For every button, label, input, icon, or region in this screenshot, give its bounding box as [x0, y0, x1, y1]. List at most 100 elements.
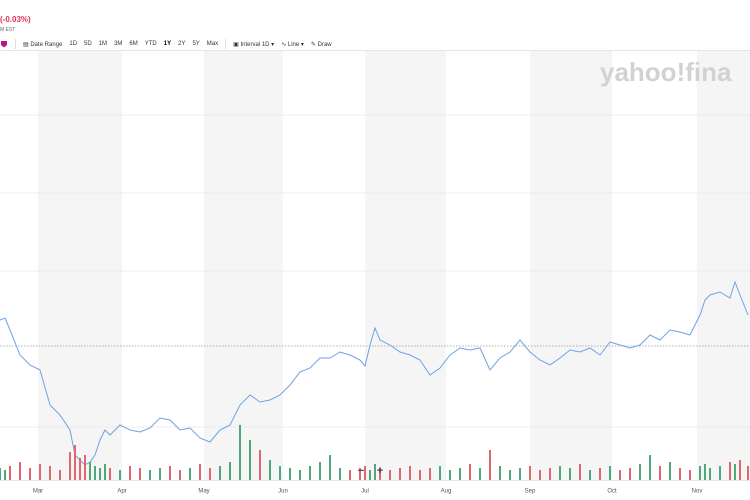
volume-bar — [299, 470, 301, 480]
volume-bar — [249, 440, 251, 480]
volume-bar — [279, 466, 281, 480]
volume-bar — [364, 466, 366, 480]
volume-bar — [719, 466, 721, 480]
volume-bar — [539, 470, 541, 480]
x-tick-label: Mar — [33, 489, 43, 495]
volume-bar — [19, 462, 21, 480]
interval-value: 1D — [261, 41, 270, 48]
month-band — [530, 50, 612, 480]
volume-bar — [519, 468, 521, 480]
volume-bar — [619, 470, 621, 480]
draw-button[interactable]: ✎ Draw — [310, 41, 332, 48]
volume-bar — [489, 450, 491, 480]
volume-bar — [289, 468, 291, 480]
range-button[interactable]: 1Y — [163, 41, 172, 47]
range-button[interactable]: 1D — [69, 41, 78, 47]
x-tick-label: Apr — [117, 489, 126, 495]
market-time: M EST — [0, 27, 16, 33]
volume-bar — [629, 468, 631, 480]
volume-bar — [329, 455, 331, 480]
volume-bar — [94, 466, 96, 480]
separator — [15, 39, 16, 49]
separator — [225, 39, 227, 49]
range-buttons: 1D 5D 1M 3M 6M YTD 1Y 2Y 5Y Max — [69, 41, 218, 47]
volume-bar — [659, 466, 661, 480]
volume-bar — [79, 458, 81, 480]
volume-bar — [84, 455, 86, 480]
interval-button[interactable]: ▣ Interval 1D ▾ — [233, 41, 275, 48]
volume-bar — [199, 464, 201, 480]
volume-bar — [89, 462, 91, 480]
volume-bar — [49, 466, 51, 480]
zoom-button[interactable]: + — [377, 465, 383, 477]
line-button[interactable]: ∿ Line ▾ — [281, 41, 304, 48]
volume-bar — [439, 466, 441, 480]
price-line — [0, 280, 749, 466]
range-button[interactable]: 5D — [84, 41, 92, 47]
volume-bar — [109, 468, 111, 480]
range-button[interactable]: 1M — [98, 41, 108, 47]
range-button[interactable]: 5Y — [192, 41, 200, 47]
x-tick-label: Nov — [692, 489, 703, 495]
draw-label: Draw — [317, 41, 332, 48]
volume-bar — [0, 468, 1, 480]
volume-bar — [74, 445, 76, 480]
volume-bar — [139, 468, 141, 480]
volume-bar — [499, 466, 501, 480]
range-button[interactable]: Max — [206, 41, 219, 47]
volume-bar — [104, 464, 106, 480]
x-tick-label: May — [198, 489, 209, 495]
volume-bar — [39, 464, 41, 480]
volume-bar — [379, 468, 381, 480]
volume-bar — [189, 468, 191, 480]
shield-icon — [1, 41, 7, 48]
volume-bar — [4, 470, 6, 480]
range-button[interactable]: 3M — [114, 41, 123, 47]
volume-bar — [9, 466, 11, 480]
volume-bar — [429, 468, 431, 480]
x-tick-label: Jul — [361, 489, 369, 495]
volume-bar — [309, 466, 311, 480]
volume-bar — [529, 466, 531, 480]
volume-bar — [119, 470, 121, 480]
volume-bar — [129, 466, 131, 480]
volume-bar — [209, 468, 211, 480]
range-button[interactable]: YTD — [144, 41, 157, 47]
x-tick-label: Oct — [607, 489, 617, 495]
volume-bar — [449, 470, 451, 480]
volume-bar — [729, 462, 731, 480]
volume-bar — [739, 460, 741, 480]
volume-bar — [669, 462, 671, 480]
watermark: yahoo!fina — [600, 57, 732, 87]
x-tick-label: Sep — [525, 489, 536, 495]
volume-bar — [259, 450, 261, 480]
volume-bar — [159, 468, 161, 480]
range-button[interactable]: 6M — [129, 41, 138, 47]
volume-bar — [229, 462, 231, 480]
month-band — [697, 50, 750, 480]
interval-label: Interval — [240, 41, 261, 48]
volume-bar — [589, 470, 591, 480]
volume-bar — [29, 468, 31, 480]
volume-bar — [639, 464, 641, 480]
volume-bar — [99, 468, 101, 480]
date-range-button[interactable]: ▤ Date Range — [23, 41, 63, 48]
month-band — [204, 50, 283, 480]
volume-bar — [679, 468, 681, 480]
volume-bar — [747, 466, 749, 480]
volume-bar — [409, 466, 411, 480]
volume-bar — [649, 455, 651, 480]
range-button[interactable]: 2Y — [178, 41, 186, 47]
volume-bar — [219, 466, 221, 480]
volume-bar — [339, 468, 341, 480]
volume-bar — [359, 468, 361, 480]
zoom-button[interactable]: − — [358, 465, 364, 477]
volume-bar — [569, 468, 571, 480]
date-range-label: Date Range — [30, 41, 63, 48]
volume-bar — [389, 470, 391, 480]
volume-bar — [599, 468, 601, 480]
volume-bar — [419, 470, 421, 480]
volume-bar — [689, 470, 691, 480]
